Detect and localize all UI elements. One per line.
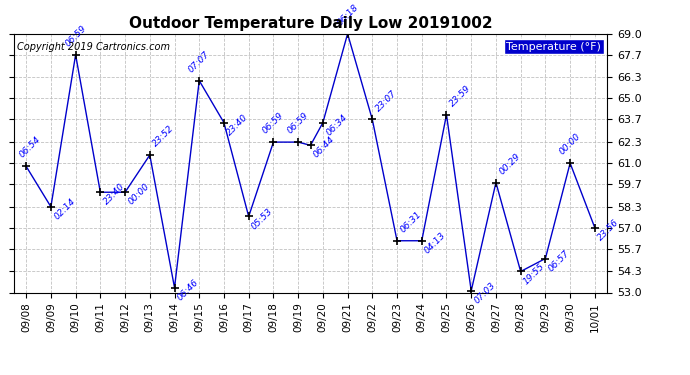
Text: 06:31: 06:31 (398, 210, 423, 234)
Text: 00:00: 00:00 (126, 182, 151, 207)
Text: 23:59: 23:59 (448, 83, 473, 108)
Text: 06:34: 06:34 (324, 112, 349, 137)
Text: 00:29: 00:29 (497, 152, 522, 176)
Text: 04:13: 04:13 (423, 231, 448, 255)
Title: Outdoor Temperature Daily Low 20191002: Outdoor Temperature Daily Low 20191002 (129, 16, 492, 31)
Text: 06:18: 06:18 (335, 3, 360, 27)
Text: 23:56: 23:56 (596, 217, 621, 242)
Text: 06:59: 06:59 (63, 24, 88, 48)
Text: 00:00: 00:00 (558, 132, 582, 157)
Text: 06:46: 06:46 (176, 278, 201, 302)
Text: 23:07: 23:07 (373, 88, 398, 113)
Text: 05:53: 05:53 (250, 206, 275, 231)
Text: 02:14: 02:14 (52, 196, 77, 221)
Text: 06:59: 06:59 (261, 111, 286, 136)
Text: Copyright 2019 Cartronics.com: Copyright 2019 Cartronics.com (17, 42, 170, 51)
Text: 23:40: 23:40 (101, 182, 126, 207)
Text: Temperature (°F): Temperature (°F) (506, 42, 601, 51)
Text: 07:07: 07:07 (187, 50, 212, 74)
Text: 06:57: 06:57 (546, 248, 571, 273)
Text: 06:54: 06:54 (17, 135, 42, 160)
Text: 06:44: 06:44 (312, 135, 337, 160)
Text: 23:52: 23:52 (151, 124, 176, 148)
Text: 19:55: 19:55 (522, 261, 546, 286)
Text: 06:59: 06:59 (286, 111, 310, 136)
Text: 07:03: 07:03 (473, 281, 497, 305)
Text: 23:40: 23:40 (225, 112, 250, 137)
